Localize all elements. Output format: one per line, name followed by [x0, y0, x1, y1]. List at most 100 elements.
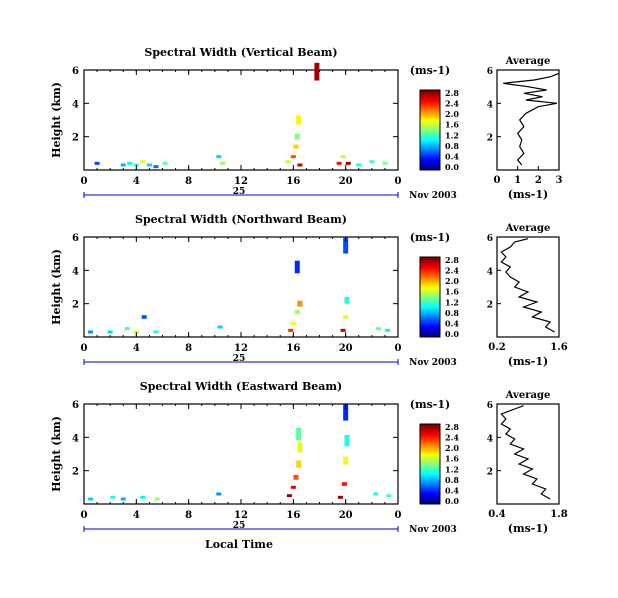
- colorbar-swatch: [420, 291, 440, 294]
- colorbar-swatch: [420, 424, 440, 427]
- colorbar-swatch: [420, 456, 440, 459]
- colorbar-swatch: [420, 319, 440, 322]
- data-cell: [336, 161, 342, 165]
- colorbar-swatch: [420, 323, 440, 326]
- colorbar-swatch: [420, 446, 440, 449]
- x-tick-label: 16: [286, 176, 300, 187]
- x-tick-label: 20: [339, 343, 353, 354]
- data-cell: [286, 494, 292, 498]
- average-y-tick-label: 4: [487, 100, 493, 110]
- average-x-tick-label: 0: [494, 175, 501, 186]
- colorbar-swatch: [420, 94, 440, 97]
- data-cell: [343, 456, 349, 465]
- y-tick-label: 4: [72, 99, 79, 110]
- colorbar-swatch: [420, 122, 440, 125]
- y-tick-label: 4: [72, 266, 79, 277]
- colorbar-tick-label: 0.8: [445, 308, 459, 318]
- colorbar-swatch: [420, 146, 440, 149]
- colorbar-tick-label: 2.8: [445, 255, 459, 265]
- colorbar-swatch: [420, 301, 440, 304]
- y-tick-label: 6: [72, 233, 79, 244]
- data-cell: [290, 485, 296, 489]
- data-cell: [297, 163, 303, 167]
- colorbar-swatch: [420, 164, 440, 167]
- panel-title: Spectral Width (Northward Beam): [135, 213, 347, 226]
- x-tick-label: 20: [339, 510, 353, 521]
- colorbar-swatch: [420, 450, 440, 453]
- colorbar-swatch: [420, 156, 440, 159]
- colorbar-swatch: [420, 136, 440, 139]
- colorbar-swatch: [420, 138, 440, 141]
- data-cell: [293, 474, 299, 480]
- colorbar-swatch: [420, 331, 440, 334]
- colorbar-swatch: [420, 271, 440, 274]
- colorbar-swatch: [420, 148, 440, 151]
- colorbar-frame: [419, 423, 441, 505]
- colorbar-swatch: [420, 124, 440, 127]
- colorbar-swatch: [420, 452, 440, 455]
- data-cell: [382, 161, 388, 165]
- y-axis-label: Height (km): [50, 249, 63, 325]
- data-cell: [296, 427, 302, 441]
- colorbar-swatch: [420, 166, 440, 169]
- data-cell: [140, 160, 146, 164]
- x-tick-label: 12: [234, 176, 248, 187]
- colorbar-swatch: [420, 468, 440, 471]
- colorbar-swatch: [420, 297, 440, 300]
- colorbar-swatch: [420, 142, 440, 145]
- colorbar-swatch: [420, 108, 440, 111]
- y-tick-label: 6: [72, 66, 79, 77]
- colorbar-tick-label: 0.8: [445, 475, 459, 485]
- colorbar-swatch: [420, 100, 440, 103]
- colorbar-swatch: [420, 311, 440, 314]
- colorbar-swatch: [420, 466, 440, 469]
- data-cell: [294, 133, 300, 140]
- colorbar-swatch: [420, 484, 440, 487]
- colorbar-swatch: [420, 114, 440, 117]
- data-cell: [297, 300, 303, 307]
- colorbar-swatch: [420, 438, 440, 441]
- colorbar-swatch: [420, 482, 440, 485]
- colorbar-swatch: [420, 313, 440, 316]
- data-cell: [340, 155, 346, 159]
- x-tick-label: 0: [395, 343, 402, 354]
- data-cell: [127, 161, 133, 165]
- colorbar-swatch: [420, 96, 440, 99]
- colorbar-swatch: [420, 492, 440, 495]
- colorbar-swatch: [420, 307, 440, 310]
- colorbar-swatch: [420, 317, 440, 320]
- colorbar-tick-label: 1.6: [445, 454, 459, 464]
- average-x-tick-label: 3: [556, 175, 563, 186]
- date-label: Nov 2003: [409, 525, 457, 535]
- data-cell: [153, 330, 159, 334]
- panel-title: Spectral Width (Vertical Beam): [144, 46, 337, 59]
- data-cell: [107, 330, 113, 334]
- colorbar-swatch: [420, 472, 440, 475]
- data-cell: [314, 62, 320, 81]
- colorbar-swatch: [420, 333, 440, 336]
- colorbar-frame: [419, 89, 441, 171]
- plot-frame: [83, 403, 399, 505]
- colorbar-tick-label: 1.2: [445, 297, 459, 307]
- colorbar-swatch: [420, 273, 440, 276]
- colorbar-swatch: [420, 112, 440, 115]
- average-y-tick-label: 4: [487, 434, 493, 444]
- colorbar-swatch: [420, 430, 440, 433]
- data-cell: [369, 160, 375, 164]
- x-tick-label: 4: [133, 176, 140, 187]
- data-cell: [294, 309, 300, 315]
- data-cell: [343, 315, 349, 319]
- data-cell: [216, 492, 222, 496]
- day-label: 25: [233, 187, 246, 197]
- y-tick-label: 4: [72, 433, 79, 444]
- data-cell: [345, 161, 351, 165]
- average-frame: [496, 403, 560, 505]
- colorbar-swatch: [420, 150, 440, 153]
- colorbar-swatch: [420, 168, 440, 171]
- x-tick-label: 20: [339, 176, 353, 187]
- data-cell: [124, 327, 130, 331]
- colorbar-frame: [419, 256, 441, 338]
- colorbar-swatch: [420, 498, 440, 501]
- colorbar-swatch: [420, 261, 440, 264]
- data-cell: [88, 330, 94, 334]
